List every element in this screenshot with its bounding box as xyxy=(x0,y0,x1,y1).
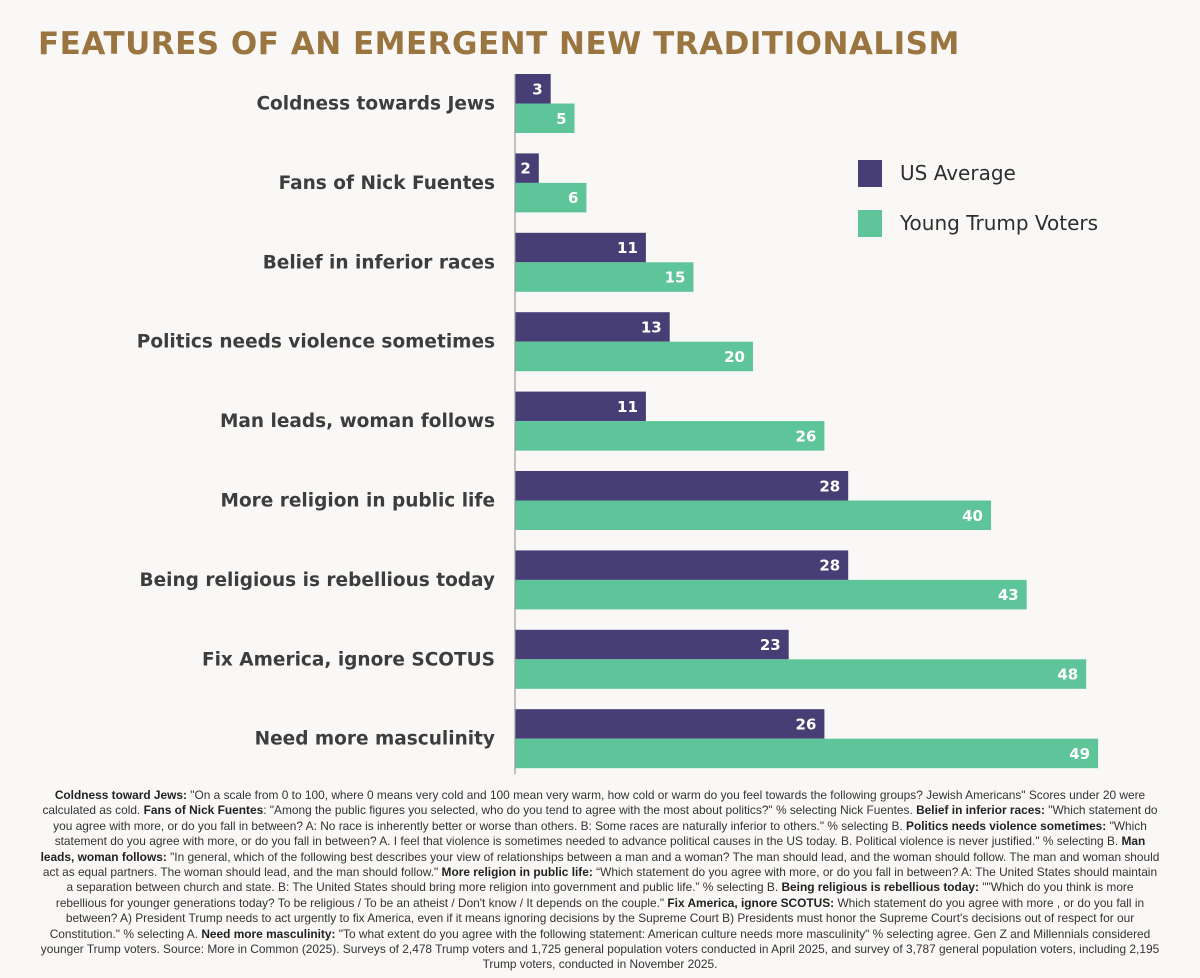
bar-young-trump-voters-more-religion-in-public-life xyxy=(515,500,991,530)
bar-young-trump-voters-coldness-towards-jews xyxy=(515,103,575,133)
chart-title: FEATURES OF AN EMERGENT NEW TRADITIONALI… xyxy=(38,26,960,62)
note-heading: Man leads, woman follows: xyxy=(40,834,1146,864)
bar-us-average-belief-in-inferior-races xyxy=(515,232,646,263)
category-label-need-more-masculinity: Need more masculinity xyxy=(255,729,495,750)
category-label-fix-america-ignore-scotus: Fix America, ignore SCOTUS xyxy=(202,649,495,670)
value-label-young-trump-voters-more-religion-in-public-life: 40 xyxy=(962,507,983,525)
value-label-young-trump-voters-fix-america-ignore-scotus: 48 xyxy=(1057,666,1078,684)
category-label-being-religious-is-rebellious-today: Being religious is rebellious today xyxy=(140,570,496,591)
note-text: Which statement do you agree with more ,… xyxy=(49,895,1145,941)
bar-us-average-fix-america-ignore-scotus xyxy=(515,629,789,660)
note-text: "Which statement do you agree with more,… xyxy=(53,803,1158,833)
bar-young-trump-voters-belief-in-inferior-races xyxy=(515,262,694,292)
legend-swatch-young-trump-voters xyxy=(858,209,882,237)
note-heading: Coldness toward Jews: xyxy=(54,788,187,802)
methodology-notes: Coldness toward Jews: "On a scale from 0… xyxy=(40,788,1160,973)
bar-us-average-coldness-towards-jews xyxy=(515,74,551,104)
note-text: "On a scale from 0 to 100, where 0 means… xyxy=(42,788,1146,818)
bar-us-average-being-religious-is-rebellious-today xyxy=(515,550,849,580)
value-label-us-average-need-more-masculinity: 26 xyxy=(796,715,817,733)
note-text: “Which statement do you agree with more,… xyxy=(66,865,1158,895)
bar-young-trump-voters-being-religious-is-rebellious-today xyxy=(515,579,1027,610)
note-text: "To what extent do you agree with the fo… xyxy=(40,926,1160,972)
bar-young-trump-voters-man-leads-woman-follows xyxy=(515,421,825,451)
value-label-young-trump-voters-being-religious-is-rebellious-today: 43 xyxy=(998,586,1019,604)
legend-label-young-trump-voters: Young Trump Voters xyxy=(900,211,1099,235)
note-heading: Need more masculinity: xyxy=(201,926,336,941)
legend-item-young-trump-voters: Young Trump Voters xyxy=(858,208,1098,238)
note-text: "In general, which of the following best… xyxy=(42,849,1160,880)
category-label-fans-of-nick-fuentes: Fans of Nick Fuentes xyxy=(279,173,495,194)
note-text: "Which statement do you agree with more,… xyxy=(54,818,1147,849)
bar-young-trump-voters-need-more-masculinity xyxy=(515,738,1099,769)
value-label-us-average-more-religion-in-public-life: 28 xyxy=(819,477,840,495)
value-label-us-average-man-leads-woman-follows: 11 xyxy=(617,398,638,416)
bar-us-average-man-leads-woman-follows xyxy=(515,391,646,422)
bar-us-average-fans-of-nick-fuentes xyxy=(515,153,539,183)
value-label-us-average-coldness-towards-jews: 3 xyxy=(532,80,542,98)
note-heading: More religion in public life: xyxy=(441,865,593,880)
category-label-man-leads-woman-follows: Man leads, woman follows xyxy=(220,411,495,432)
bar-young-trump-voters-fans-of-nick-fuentes xyxy=(515,182,587,213)
legend-swatch-us-average xyxy=(858,159,882,187)
category-label-politics-needs-violence-sometimes: Politics needs violence sometimes xyxy=(137,332,495,353)
bar-us-average-more-religion-in-public-life xyxy=(515,471,849,501)
value-label-us-average-fans-of-nick-fuentes: 2 xyxy=(520,160,530,178)
note-heading: Belief in inferior races: xyxy=(916,803,1045,818)
category-label-coldness-towards-jews: Coldness towards Jews xyxy=(256,94,495,115)
value-label-young-trump-voters-fans-of-nick-fuentes: 6 xyxy=(568,189,578,207)
note-heading: Being religious is rebellious today: xyxy=(781,880,980,895)
legend: US Average Young Trump Voters xyxy=(858,158,1098,258)
bar-us-average-need-more-masculinity xyxy=(515,709,825,739)
bar-young-trump-voters-politics-needs-violence-sometimes xyxy=(515,341,753,372)
value-label-us-average-politics-needs-violence-sometimes: 13 xyxy=(641,318,662,336)
category-label-belief-in-inferior-races: Belief in inferior races xyxy=(263,252,495,273)
note-text: ""Which do you think is more rebellious … xyxy=(55,880,1134,910)
legend-item-us-average: US Average xyxy=(858,158,1098,188)
value-label-us-average-belief-in-inferior-races: 11 xyxy=(617,239,638,257)
legend-label-us-average: US Average xyxy=(900,161,1016,185)
note-heading: Fans of Nick Fuentes xyxy=(143,803,264,818)
value-label-young-trump-voters-need-more-masculinity: 49 xyxy=(1069,745,1090,763)
value-label-us-average-being-religious-is-rebellious-today: 28 xyxy=(819,557,840,575)
category-label-more-religion-in-public-life: More religion in public life xyxy=(221,491,495,512)
note-heading: Politics needs violence sometimes: xyxy=(906,818,1107,833)
note-heading: Fix America, ignore SCOTUS: xyxy=(667,895,835,910)
value-label-young-trump-voters-man-leads-woman-follows: 26 xyxy=(796,427,817,445)
value-label-young-trump-voters-coldness-towards-jews: 5 xyxy=(556,110,566,128)
bar-us-average-politics-needs-violence-sometimes xyxy=(515,312,670,342)
value-label-young-trump-voters-politics-needs-violence-sometimes: 20 xyxy=(724,348,745,366)
note-text: : "Among the public figures you selected… xyxy=(263,803,917,818)
value-label-us-average-fix-america-ignore-scotus: 23 xyxy=(760,636,781,654)
bar-chart: Coldness towards Jews 35 Fans of Nick Fuen… xyxy=(137,74,1099,775)
value-label-young-trump-voters-belief-in-inferior-races: 15 xyxy=(665,269,686,287)
bar-young-trump-voters-fix-america-ignore-scotus xyxy=(515,659,1087,689)
